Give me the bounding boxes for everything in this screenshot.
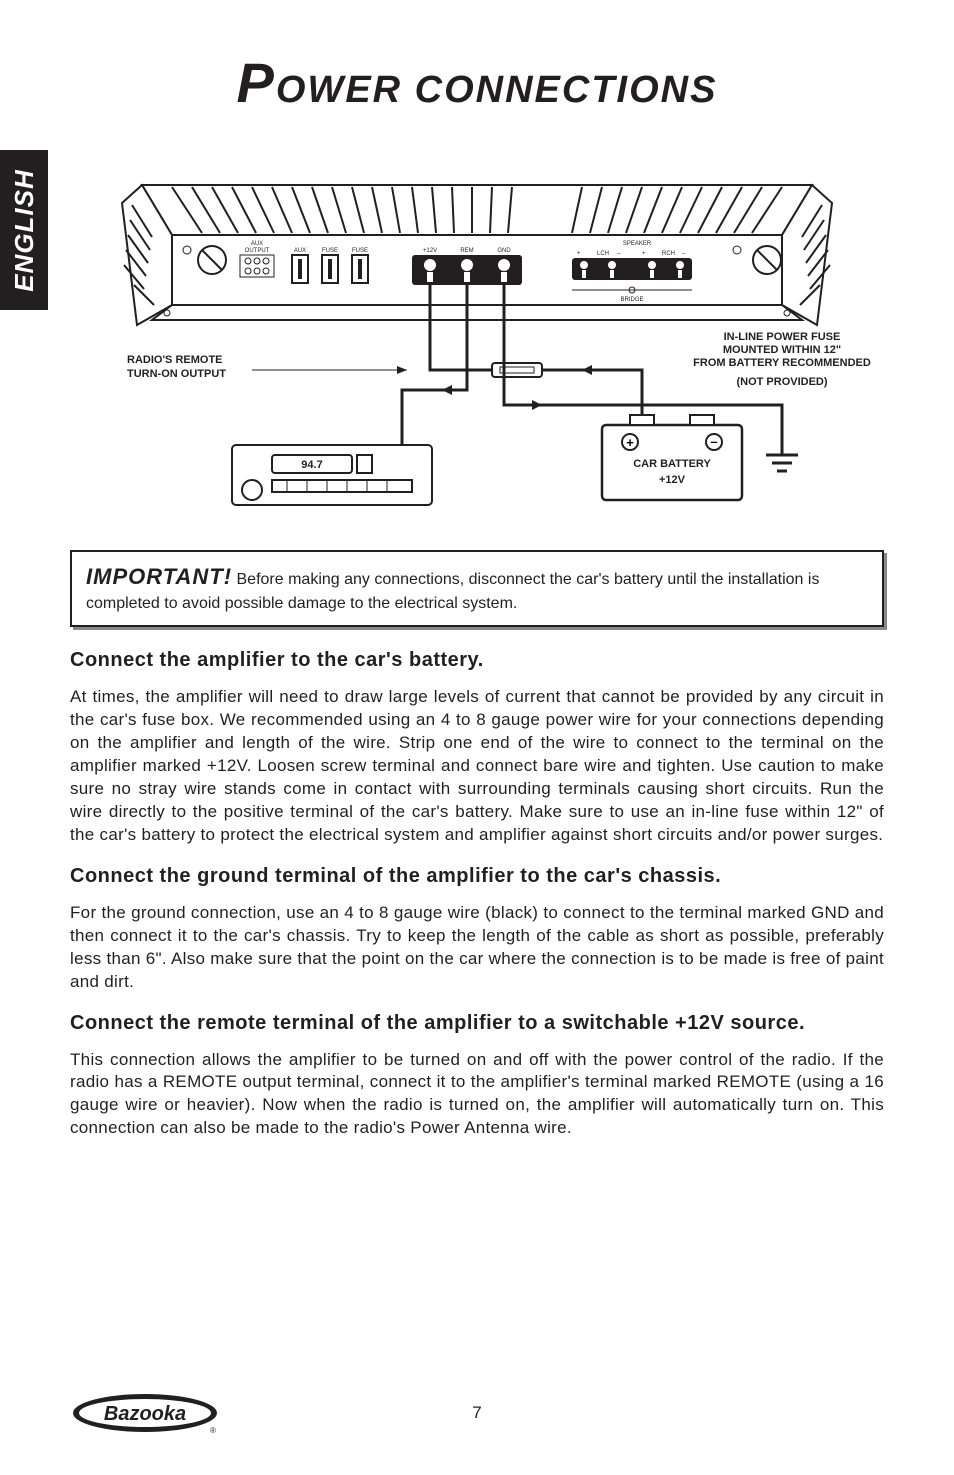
svg-text:Bazooka: Bazooka: [104, 1403, 186, 1425]
svg-text:FUSE: FUSE: [322, 248, 338, 254]
wiring-diagram: AUX OUTPUT AUX FUSE FUSE +12V REM GND SP…: [82, 145, 872, 525]
bazooka-logo-icon: Bazooka ®: [70, 1391, 220, 1435]
svg-text:–: –: [710, 434, 717, 449]
svg-text:+: +: [577, 251, 581, 257]
important-callout: IMPORTANT! Before making any connections…: [70, 550, 884, 627]
svg-text:+12V: +12V: [423, 248, 437, 254]
section-body-1: For the ground connection, use an 4 to 8…: [70, 902, 884, 994]
page-number: 7: [472, 1403, 481, 1423]
svg-text:FUSE: FUSE: [352, 248, 368, 254]
section-heading-1: Connect the ground terminal of the ampli…: [70, 865, 884, 888]
svg-text:IN-LINE POWER FUSE: IN-LINE POWER FUSE: [724, 331, 841, 343]
svg-text:94.7: 94.7: [301, 459, 322, 471]
svg-text:REM: REM: [460, 248, 473, 254]
battery-icon: + – CAR BATTERY +12V: [602, 415, 742, 500]
svg-text:TURN-ON OUTPUT: TURN-ON OUTPUT: [127, 368, 226, 380]
amplifier-icon: AUX OUTPUT AUX FUSE FUSE +12V REM GND SP…: [122, 185, 832, 325]
svg-text:®: ®: [210, 1426, 216, 1435]
important-label: IMPORTANT!: [86, 564, 232, 589]
svg-text:OUTPUT: OUTPUT: [245, 248, 270, 254]
language-tab: ENGLISH: [0, 150, 48, 310]
page-footer: Bazooka ® 7: [70, 1391, 884, 1435]
svg-text:FROM BATTERY RECOMMENDED: FROM BATTERY RECOMMENDED: [693, 357, 871, 369]
ground-icon: [766, 435, 798, 471]
svg-text:AUX: AUX: [294, 248, 306, 254]
section-heading-2: Connect the remote terminal of the ampli…: [70, 1012, 884, 1035]
svg-text:CAR BATTERY: CAR BATTERY: [633, 458, 711, 470]
svg-text:LCH: LCH: [597, 251, 609, 257]
svg-text:RCH: RCH: [662, 251, 675, 257]
section-body-0: At times, the amplifier will need to dra…: [70, 686, 884, 847]
title-rest: OWER CONNECTIONS: [276, 69, 718, 111]
svg-text:BRIDGE: BRIDGE: [620, 297, 643, 303]
title-first-letter: P: [237, 51, 276, 114]
svg-text:+: +: [642, 251, 646, 257]
svg-text:AUX: AUX: [251, 241, 263, 247]
svg-text:MOUNTED WITHIN 12": MOUNTED WITHIN 12": [723, 344, 841, 356]
section-body-2: This connection allows the amplifier to …: [70, 1049, 884, 1141]
radio-icon: 94.7: [232, 445, 432, 505]
section-heading-0: Connect the amplifier to the car's batte…: [70, 649, 884, 672]
svg-text:SPEAKER: SPEAKER: [623, 241, 652, 247]
svg-text:+: +: [626, 435, 634, 450]
language-label: ENGLISH: [9, 169, 40, 292]
svg-text:GND: GND: [497, 248, 511, 254]
svg-text:+12V: +12V: [659, 474, 686, 486]
svg-text:RADIO'S REMOTE: RADIO'S REMOTE: [127, 354, 223, 366]
svg-text:(NOT PROVIDED): (NOT PROVIDED): [736, 376, 827, 388]
page-title: POWER CONNECTIONS: [70, 50, 884, 115]
